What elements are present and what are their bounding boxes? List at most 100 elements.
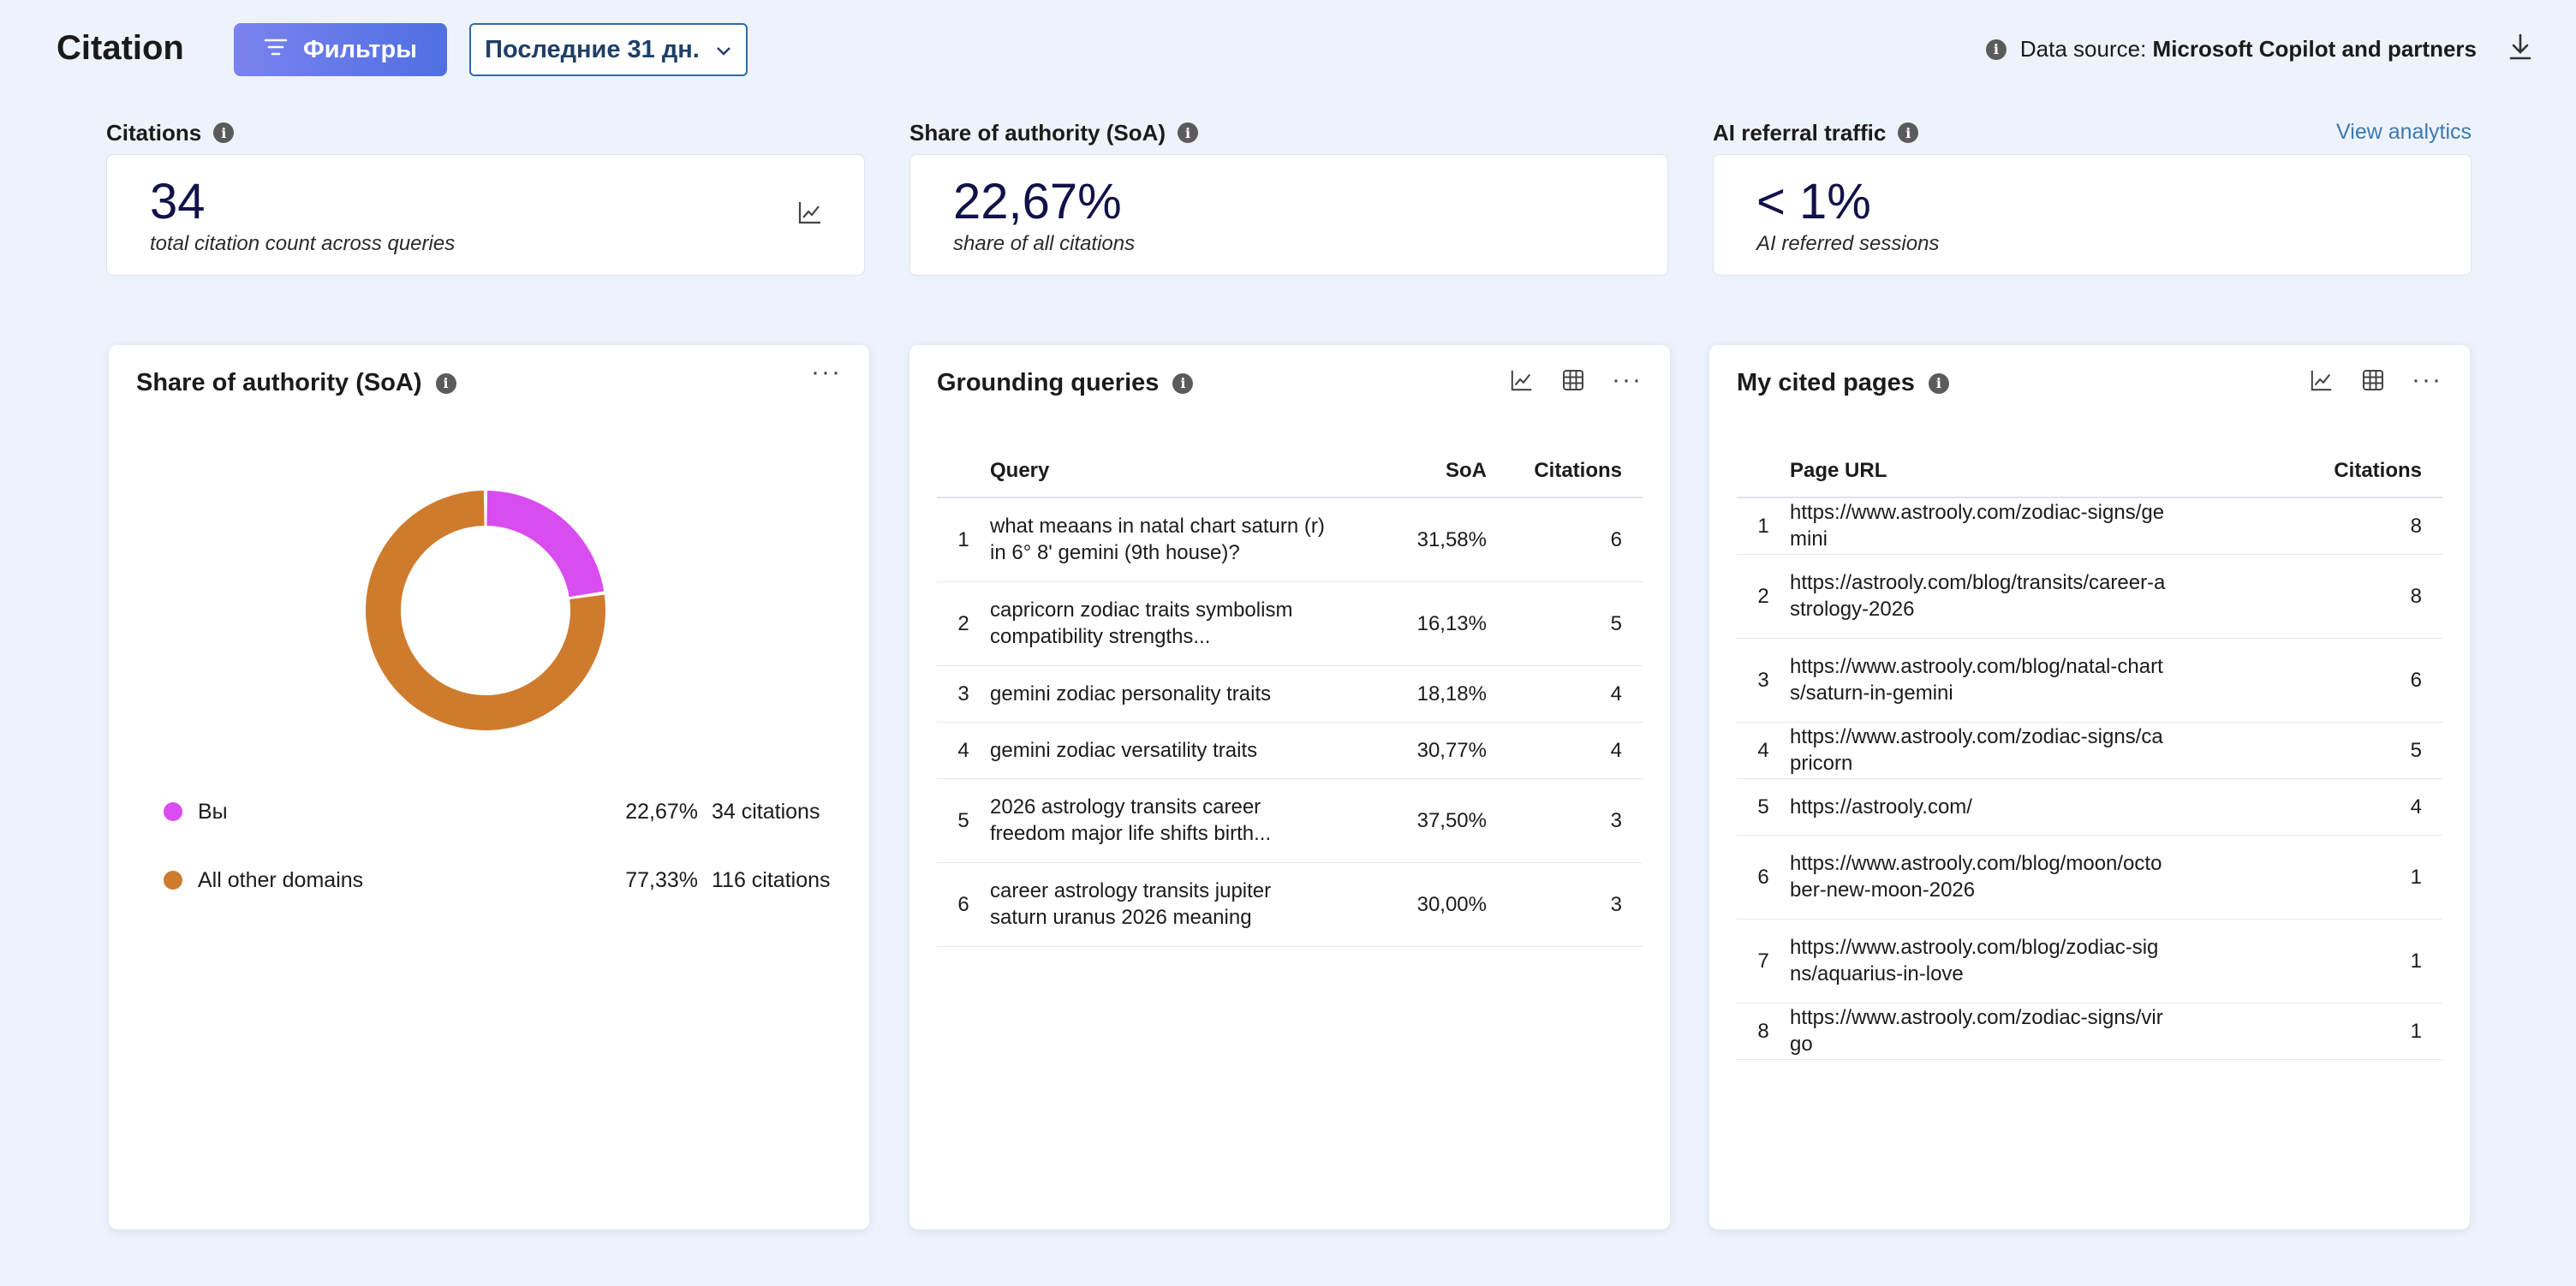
more-options-icon[interactable]: ···	[811, 358, 842, 386]
table-row[interactable]: 7 https://www.astrooly.com/blog/zodiac-si…	[1737, 919, 2442, 1003]
col-query[interactable]: Query	[990, 444, 1375, 498]
grounding-queries-panel: Grounding queries i ··· Query SoA Citati…	[909, 345, 1670, 1229]
citations-value: 1	[2288, 1003, 2442, 1060]
citations-value: 8	[2288, 554, 2442, 639]
table-row[interactable]: 5 https://astrooly.com/4	[1737, 778, 2442, 836]
table-row[interactable]: 2 capricorn zodiac traits symbolism compa…	[937, 581, 1643, 666]
row-index: 2	[937, 581, 990, 666]
kpi-citations: Citations i 34 total citation count acro…	[106, 118, 865, 276]
data-source-prefix: Data source:	[2019, 36, 2147, 62]
info-icon[interactable]: i	[1985, 39, 2007, 60]
table-row[interactable]: 3 https://www.astrooly.com/blog/natal-cha…	[1737, 638, 2442, 723]
page-url[interactable]: https://www.astrooly.com/blog/natal-char…	[1790, 638, 2288, 723]
citations-value: 8	[2288, 497, 2442, 555]
kpi-referral: AI referral traffic i View analytics < 1…	[1713, 118, 2472, 276]
info-icon[interactable]: i	[1178, 122, 1199, 143]
legend-name: All other domains	[198, 867, 364, 892]
soa-panel: Share of authority (SoA) i ··· Вы 22,67%…	[109, 345, 869, 1229]
kpi-soa-value: 22,67%	[953, 174, 1122, 229]
kpi-soa-card: 22,67% share of all citations	[909, 154, 1668, 276]
trend-chart-icon[interactable]	[797, 199, 823, 229]
table-row[interactable]: 4 gemini zodiac versatility traits 30,77% 4	[937, 722, 1643, 779]
soa-value: 30,00%	[1375, 862, 1487, 947]
kpi-citations-card: 34 total citation count across queries	[106, 154, 865, 276]
col-soa[interactable]: SoA	[1375, 444, 1487, 498]
table-row[interactable]: 4 https://www.astrooly.com/zodiac-signs/c…	[1737, 722, 2442, 779]
page-url[interactable]: https://www.astrooly.com/zodiac-signs/ca…	[1790, 722, 2288, 779]
filter-icon	[264, 36, 288, 64]
table-icon[interactable]	[2360, 367, 2386, 393]
legend-swatch	[164, 802, 182, 821]
kpi-citations-sub: total citation count across queries	[150, 232, 456, 255]
kpi-referral-sub: AI referred sessions	[1756, 232, 1940, 255]
citations-value: 1	[2288, 835, 2442, 920]
kpi-referral-card: < 1% AI referred sessions	[1713, 154, 2472, 276]
table-header-row: Page URL Citations	[1737, 444, 2442, 498]
row-index: 6	[937, 862, 990, 947]
table-row[interactable]: 2 https://astrooly.com/blog/transits/care…	[1737, 554, 2442, 639]
citations-value: 5	[1487, 581, 1643, 666]
row-index: 3	[1737, 638, 1790, 723]
table-row[interactable]: 6 career astrology transits jupiter satur…	[937, 862, 1643, 947]
kpi-citations-label: Citations	[106, 119, 202, 146]
page-url[interactable]: https://www.astrooly.com/zodiac-signs/vi…	[1790, 1003, 2288, 1060]
soa-value: 30,77%	[1375, 722, 1487, 779]
citations-value: 5	[2288, 722, 2442, 779]
more-options-icon[interactable]: ···	[1612, 366, 1643, 394]
table-icon[interactable]	[1560, 367, 1586, 393]
query-text: gemini zodiac versatility traits	[990, 722, 1375, 779]
col-page-url[interactable]: Page URL	[1790, 444, 2288, 498]
info-icon[interactable]: i	[1172, 372, 1194, 394]
download-icon[interactable]	[2507, 33, 2533, 66]
row-index: 5	[1737, 778, 1790, 836]
soa-value: 18,18%	[1375, 665, 1487, 723]
info-icon[interactable]: i	[213, 122, 235, 143]
page-url[interactable]: https://www.astrooly.com/blog/moon/octob…	[1790, 835, 2288, 920]
query-text: gemini zodiac personality traits	[990, 665, 1375, 723]
filters-button[interactable]: Фильтры	[234, 23, 447, 76]
col-citations[interactable]: Citations	[1487, 444, 1643, 498]
legend-item-others[interactable]: All other domains 77,33% 116 citations	[164, 863, 840, 897]
table-row[interactable]: 1 what meaans in natal chart saturn (r) i…	[937, 497, 1643, 582]
citations-value: 6	[2288, 638, 2442, 723]
table-row[interactable]: 1 https://www.astrooly.com/zodiac-signs/g…	[1737, 497, 2442, 555]
info-icon[interactable]: i	[1928, 372, 1949, 394]
date-range-dropdown[interactable]: Последние 31 дн.	[469, 23, 748, 76]
info-icon[interactable]: i	[1898, 122, 1919, 143]
legend-citations: 116 citations	[712, 867, 831, 892]
kpi-citations-value: 34	[150, 174, 206, 229]
cited-pages-panel: My cited pages i ··· Page URL Citations …	[1709, 345, 2470, 1229]
row-index: 1	[1737, 497, 1790, 555]
page-url[interactable]: https://www.astrooly.com/blog/zodiac-sig…	[1790, 919, 2288, 1003]
citations-value: 6	[1487, 497, 1643, 582]
query-text: 2026 astrology transits career freedom m…	[990, 778, 1375, 863]
table-row[interactable]: 6 https://www.astrooly.com/blog/moon/octo…	[1737, 835, 2442, 920]
soa-value: 37,50%	[1375, 778, 1487, 863]
legend-pct: 77,33%	[625, 867, 698, 892]
donut-slice-you[interactable]	[486, 491, 605, 598]
page-url[interactable]: https://astrooly.com/	[1790, 778, 2288, 836]
trend-chart-icon[interactable]	[1509, 367, 1535, 393]
legend-name: Вы	[198, 799, 228, 824]
page-url[interactable]: https://www.astrooly.com/zodiac-signs/ge…	[1790, 497, 2288, 555]
query-text: what meaans in natal chart saturn (r) in…	[990, 497, 1375, 582]
filters-label: Фильтры	[303, 35, 417, 63]
query-text: career astrology transits jupiter saturn…	[990, 862, 1375, 947]
legend-item-you[interactable]: Вы 22,67% 34 citations	[164, 795, 840, 829]
more-options-icon[interactable]: ···	[2412, 366, 2442, 394]
trend-chart-icon[interactable]	[2309, 367, 2334, 393]
col-citations[interactable]: Citations	[2288, 444, 2442, 498]
info-icon[interactable]: i	[435, 372, 456, 394]
soa-value: 31,58%	[1375, 497, 1487, 582]
legend-pct: 22,67%	[625, 799, 698, 824]
table-header-row: Query SoA Citations	[937, 444, 1643, 498]
table-row[interactable]: 8 https://www.astrooly.com/zodiac-signs/v…	[1737, 1003, 2442, 1060]
row-index: 6	[1737, 835, 1790, 920]
table-row[interactable]: 3 gemini zodiac personality traits 18,18% 4	[937, 665, 1643, 723]
soa-donut-chart	[366, 491, 605, 730]
table-row[interactable]: 5 2026 astrology transits career freedom …	[937, 778, 1643, 863]
queries-table: Query SoA Citations 1 what meaans in nata…	[937, 444, 1643, 947]
page-url[interactable]: https://astrooly.com/blog/transits/caree…	[1790, 554, 2288, 639]
citations-value: 3	[1487, 862, 1643, 947]
view-analytics-link[interactable]: View analytics	[2336, 120, 2472, 144]
